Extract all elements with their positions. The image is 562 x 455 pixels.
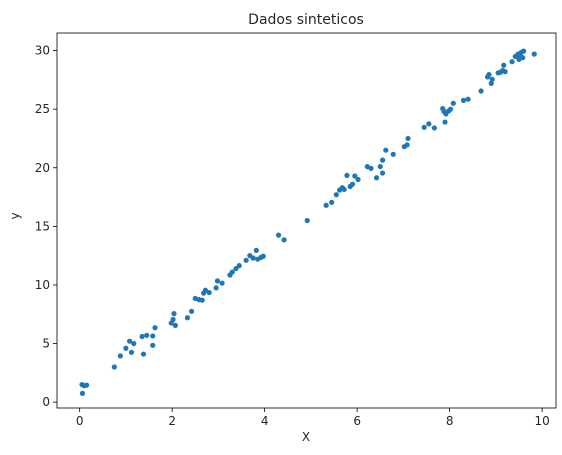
y-tick-label-1: 5 bbox=[42, 337, 50, 351]
chart-title: Dados sinteticos bbox=[248, 12, 364, 28]
y-tick-label-0: 0 bbox=[42, 395, 50, 409]
data-point-46 bbox=[329, 199, 335, 205]
data-point-10 bbox=[139, 333, 145, 340]
data-point-13 bbox=[150, 333, 156, 339]
data-point-97 bbox=[531, 51, 537, 57]
data-point-30 bbox=[219, 280, 225, 286]
data-point-96 bbox=[521, 48, 527, 54]
data-point-32 bbox=[229, 269, 235, 275]
data-point-47 bbox=[333, 192, 339, 198]
data-point-63 bbox=[390, 151, 396, 157]
y-tick-label-6: 30 bbox=[35, 44, 50, 58]
data-point-4 bbox=[111, 364, 117, 370]
data-point-78 bbox=[465, 96, 471, 102]
data-point-29 bbox=[214, 278, 221, 284]
data-point-5 bbox=[117, 353, 123, 359]
data-point-95 bbox=[520, 55, 526, 61]
data-point-83 bbox=[489, 76, 495, 82]
data-point-26 bbox=[202, 287, 209, 293]
x-tick-label-4: 8 bbox=[446, 414, 454, 428]
y-tick-label-5: 25 bbox=[35, 102, 50, 116]
data-point-41 bbox=[260, 253, 266, 259]
data-point-7 bbox=[127, 338, 133, 344]
data-point-54 bbox=[352, 173, 358, 179]
data-point-76 bbox=[450, 100, 456, 106]
data-point-67 bbox=[421, 124, 427, 130]
points-layer bbox=[79, 48, 537, 396]
data-point-58 bbox=[373, 175, 380, 181]
data-point-2 bbox=[84, 382, 90, 388]
x-tick-label-5: 10 bbox=[534, 414, 549, 428]
data-point-37 bbox=[250, 255, 256, 261]
x-axis-label: X bbox=[302, 430, 310, 444]
data-point-12 bbox=[144, 332, 150, 338]
data-point-9 bbox=[131, 340, 137, 347]
data-point-69 bbox=[431, 125, 437, 131]
y-tick-label-3: 15 bbox=[35, 219, 50, 233]
data-point-20 bbox=[184, 315, 191, 321]
data-point-79 bbox=[478, 88, 484, 94]
x-tick-label-1: 2 bbox=[168, 414, 176, 428]
data-point-57 bbox=[368, 165, 374, 171]
data-point-15 bbox=[152, 325, 158, 331]
y-tick-label-4: 20 bbox=[35, 161, 50, 175]
data-point-82 bbox=[488, 80, 494, 86]
data-point-77 bbox=[460, 97, 467, 103]
data-point-19 bbox=[172, 322, 178, 328]
data-point-8 bbox=[128, 349, 135, 355]
data-point-35 bbox=[243, 257, 249, 263]
data-point-28 bbox=[213, 285, 219, 291]
y-tick-label-2: 10 bbox=[35, 278, 50, 292]
data-point-42 bbox=[275, 232, 282, 238]
data-point-21 bbox=[188, 308, 195, 314]
data-point-87 bbox=[501, 62, 507, 68]
data-point-50 bbox=[341, 186, 347, 193]
data-point-60 bbox=[379, 157, 386, 163]
data-point-24 bbox=[199, 297, 205, 303]
data-point-44 bbox=[304, 217, 310, 224]
data-point-11 bbox=[140, 351, 147, 357]
data-point-68 bbox=[426, 121, 432, 127]
data-point-45 bbox=[323, 202, 329, 208]
data-point-51 bbox=[344, 172, 350, 178]
data-point-27 bbox=[206, 289, 212, 296]
data-point-89 bbox=[509, 59, 515, 65]
data-point-81 bbox=[486, 72, 492, 78]
data-point-88 bbox=[502, 69, 508, 75]
data-point-66 bbox=[405, 135, 411, 142]
x-tick-label-0: 0 bbox=[76, 414, 84, 428]
data-point-43 bbox=[281, 237, 287, 243]
data-point-6 bbox=[123, 345, 129, 351]
x-tick-label-3: 6 bbox=[353, 414, 361, 428]
data-point-65 bbox=[404, 142, 410, 148]
data-point-62 bbox=[383, 147, 389, 153]
data-point-55 bbox=[355, 176, 361, 183]
data-point-38 bbox=[253, 247, 259, 253]
data-point-75 bbox=[447, 106, 454, 112]
data-point-53 bbox=[349, 181, 356, 187]
x-tick-label-2: 4 bbox=[261, 414, 269, 428]
axes-layer: 0 2 4 6 8 10 0 5 10 15 20 25 30 bbox=[35, 32, 557, 428]
data-point-61 bbox=[379, 170, 386, 176]
data-point-14 bbox=[150, 342, 156, 348]
data-point-72 bbox=[442, 119, 448, 125]
data-point-3 bbox=[79, 390, 86, 396]
y-axis-label: y bbox=[8, 212, 22, 219]
data-point-59 bbox=[377, 163, 383, 170]
plot-frame bbox=[56, 32, 557, 409]
data-point-18 bbox=[171, 311, 177, 317]
data-point-17 bbox=[170, 316, 176, 323]
data-point-34 bbox=[236, 263, 242, 269]
